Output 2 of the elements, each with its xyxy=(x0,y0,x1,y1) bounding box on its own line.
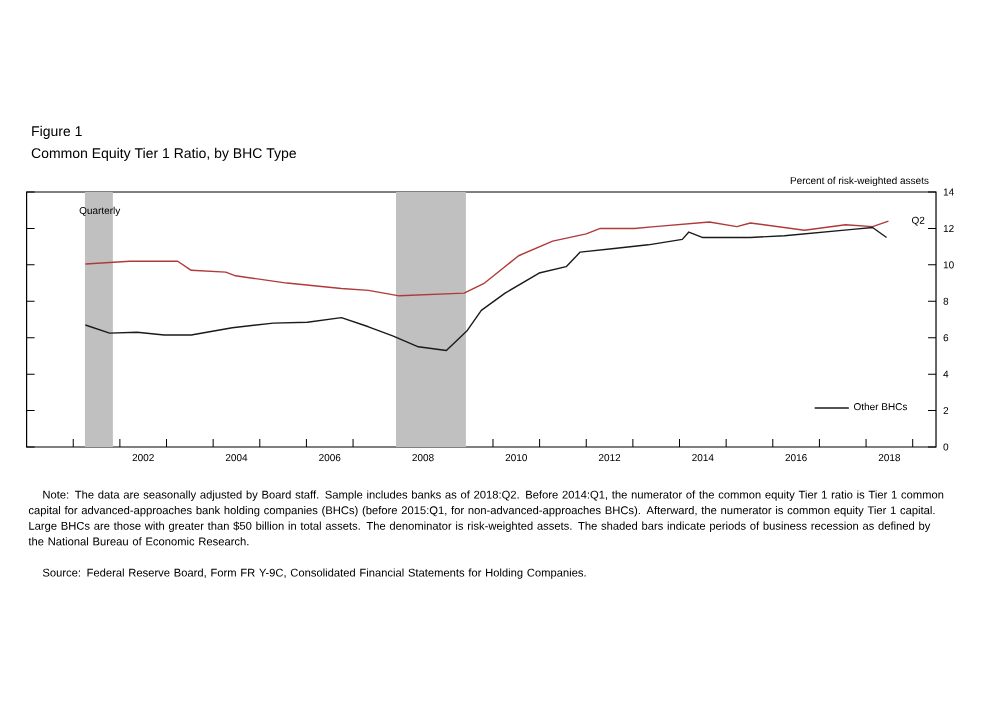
line-series xyxy=(84,220,890,297)
line-series xyxy=(84,226,888,352)
